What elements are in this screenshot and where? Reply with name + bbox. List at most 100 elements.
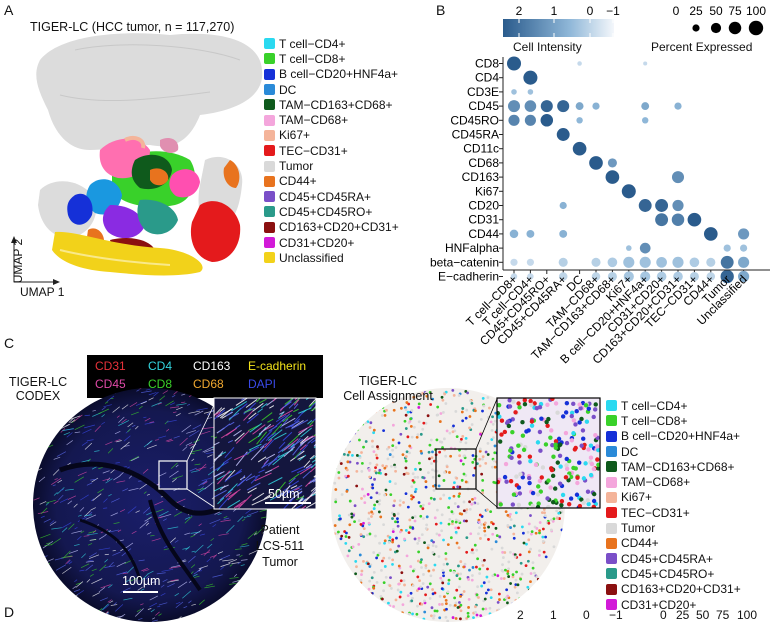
umap-legend-swatch <box>264 160 275 172</box>
dot-mark <box>621 184 636 199</box>
percent-legend: 0 25 50 75 100 <box>673 4 766 36</box>
dot-mark <box>656 256 667 268</box>
umap-legend-swatch <box>264 84 275 96</box>
umap-legend-label: Ki67+ <box>279 128 311 143</box>
panel-label-c: C <box>4 335 15 351</box>
panel-e-tick-label: 100 <box>737 608 758 622</box>
dot-row-label: CD163 <box>462 170 500 184</box>
dot-mark <box>687 212 702 227</box>
assign-legend-item: B cell−CD20+HNF4a+ <box>606 429 741 444</box>
dot-mark <box>509 229 519 239</box>
dot-mark <box>591 257 601 267</box>
umap-legend-item: Tumor <box>264 158 399 173</box>
umap-legend-item: CD31+CD20+ <box>264 235 399 250</box>
umap-legend-label: TAM−CD68+ <box>279 113 349 128</box>
assign-legend-label: CD45+CD45RO+ <box>621 566 715 581</box>
codex-title-line2: CODEX <box>15 389 61 403</box>
dot-mark <box>640 271 651 282</box>
assign-legend-swatch <box>606 476 617 488</box>
dot-row-label: CD45RO <box>450 113 499 127</box>
dot-mark <box>510 258 518 266</box>
dot-row-label: CD45RA <box>452 128 499 142</box>
dot-mark <box>643 61 648 66</box>
percent-legend-dot <box>710 22 722 34</box>
panel-label-a: A <box>4 2 14 18</box>
codex-title: TIGER-LC CODEX <box>8 375 68 403</box>
panel-e-tick-label: 50 <box>696 608 710 622</box>
percent-legend-dot <box>728 21 742 35</box>
dot-mark <box>527 89 534 95</box>
dot-mark <box>638 199 652 212</box>
umap-legend-swatch <box>264 237 275 248</box>
assign-legend-item: DC <box>606 444 741 459</box>
patient-label-line1: Patient <box>260 523 300 537</box>
dot-mark <box>639 256 651 268</box>
panel-e-tick-label: 75 <box>716 608 730 622</box>
dot-mark <box>641 117 649 124</box>
assign-legend-label: CD45+CD45RA+ <box>621 551 714 566</box>
umap-legend-label: CD44+ <box>279 174 317 189</box>
umap-legend-item: T cell−CD4+ <box>264 36 399 51</box>
percent-tick-label: 100 <box>746 4 766 18</box>
umap-legend-label: DC <box>279 82 297 97</box>
umap-legend-swatch <box>264 206 275 218</box>
dot-row-label: E−cadherin <box>438 270 499 284</box>
assign-legend-swatch <box>606 430 617 442</box>
assign-legend-item: CD163+CD20+CD31+ <box>606 582 741 597</box>
assign-legend-item: CD45+CD45RA+ <box>606 551 741 566</box>
intensity-legend-title: Cell Intensity <box>513 40 582 54</box>
codex-channel-label: CD68 <box>193 377 224 391</box>
codex-channel-label: DAPI <box>248 377 277 391</box>
dot-mark <box>577 61 582 66</box>
assignment-zoom-box <box>435 448 477 490</box>
dot-marks <box>506 56 750 284</box>
codex-scale-label-small: 50µm <box>268 487 300 501</box>
dot-mark <box>524 114 536 126</box>
umap-legend-label: TAM−CD163+CD68+ <box>279 97 393 112</box>
assign-legend-label: DC <box>621 444 639 459</box>
percent-tick-label: 0 <box>673 4 680 18</box>
dot-column-labels: T cell−CD8+T cell−CD4+CD45+CD45RO+CD45+C… <box>463 272 750 367</box>
assign-legend-label: B cell−CD20+HNF4a+ <box>621 429 741 444</box>
umap-legend-item: DC <box>264 82 399 97</box>
assign-legend-swatch <box>606 491 617 503</box>
intensity-tick-label: 1 <box>551 4 558 18</box>
panel-e-tick-label: 0 <box>660 608 667 622</box>
dot-mark <box>673 271 683 282</box>
umap-legend-label: TEC−CD31+ <box>279 143 348 158</box>
assign-legend-swatch <box>606 553 617 565</box>
assign-legend-label: TAM−CD163+CD68+ <box>621 459 735 474</box>
assign-legend-label: T cell−CD8+ <box>621 413 688 428</box>
dot-axis-frame <box>502 57 770 271</box>
assign-legend-swatch <box>606 507 617 519</box>
codex-zoom-box <box>158 460 188 490</box>
dot-mark <box>526 229 535 238</box>
codex-channel-label: CD163 <box>193 359 231 373</box>
dot-mark <box>740 244 748 252</box>
umap-legend-label: CD45+CD45RO+ <box>279 204 373 219</box>
dot-mark <box>589 156 603 170</box>
dot-mark <box>556 128 570 141</box>
assignment-title-line2: Cell Assignment <box>343 389 433 403</box>
percent-legend-dot <box>748 20 764 36</box>
dot-mark <box>524 100 537 112</box>
umap-legend-swatch <box>264 114 275 126</box>
assign-legend-swatch <box>606 599 617 610</box>
percent-legend-dot <box>692 24 700 32</box>
intensity-ticks: 2 1 0 −1 <box>516 4 620 37</box>
umap-legend-label: T cell−CD8+ <box>279 51 346 66</box>
dot-mark <box>523 70 538 85</box>
panel-e-tick-label: 25 <box>676 608 690 622</box>
dot-mark <box>558 257 568 267</box>
umap-legend-label: Tumor <box>279 159 314 174</box>
umap-legend-swatch <box>264 175 275 187</box>
dot-row-labels: CD8CD4CD3ECD45CD45ROCD45RACD11cCD68CD163… <box>430 57 499 284</box>
dot-mark <box>706 257 716 267</box>
dot-mark <box>607 257 618 268</box>
assign-legend-item: T cell−CD4+ <box>606 398 741 413</box>
umap-legend-swatch <box>264 252 275 264</box>
percent-tick-label: 25 <box>689 4 703 18</box>
dot-mark <box>738 228 750 240</box>
